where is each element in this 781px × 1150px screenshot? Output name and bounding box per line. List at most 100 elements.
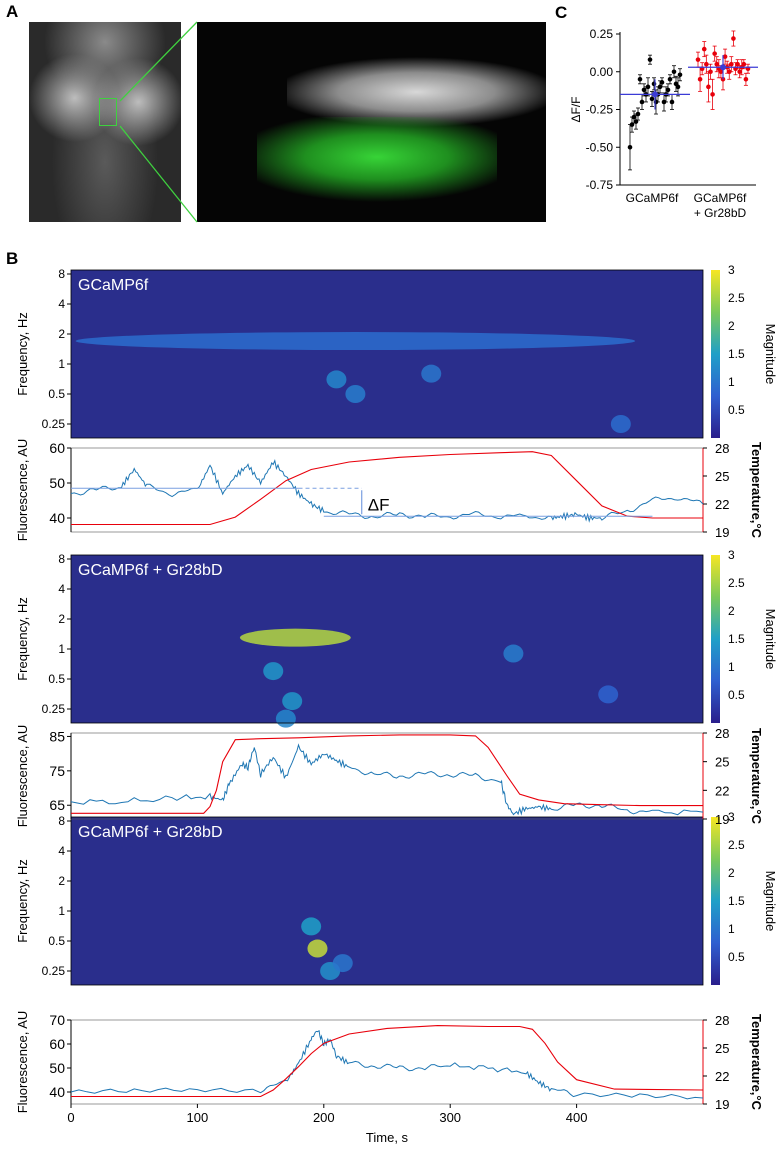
c-y-axis-title: ΔF/F bbox=[569, 96, 583, 122]
c-point bbox=[729, 61, 734, 67]
colorbar-tick-label: 3 bbox=[728, 263, 735, 277]
c-y-tick-label: -0.50 bbox=[586, 140, 614, 154]
neuron-signal bbox=[257, 117, 497, 217]
volume-render-image bbox=[197, 22, 546, 222]
c-point bbox=[639, 99, 645, 105]
temperature-trace bbox=[71, 451, 703, 526]
zoom-line-bottom bbox=[119, 125, 198, 223]
trace-frame bbox=[70, 1019, 704, 1105]
bone-surface bbox=[287, 57, 546, 127]
spec-y-axis-title: Frequency, Hz bbox=[15, 312, 30, 396]
trace-y-tick-label: 75 bbox=[49, 763, 65, 779]
c-point bbox=[706, 84, 711, 90]
c-point bbox=[718, 69, 724, 75]
trace-y-tick-label: 40 bbox=[49, 1084, 65, 1100]
trace-y-axis-title: Fluorescence, AU bbox=[15, 725, 30, 828]
trace-frame bbox=[70, 447, 704, 533]
x-tick-label: 200 bbox=[313, 1110, 335, 1125]
trace-y-axis-title: Fluorescence, AU bbox=[15, 1011, 30, 1114]
c-point bbox=[701, 46, 707, 52]
c-point bbox=[665, 87, 671, 93]
trace-frame bbox=[70, 732, 704, 820]
colorbar-title: Magnitude bbox=[763, 871, 778, 932]
spectrogram-blob bbox=[610, 415, 631, 433]
c-point bbox=[737, 69, 742, 75]
c-point bbox=[708, 69, 713, 75]
c-point bbox=[641, 87, 647, 93]
c-point bbox=[726, 69, 732, 75]
colorbar-tick-label: 0.5 bbox=[728, 403, 745, 417]
delta-f-label: ΔF bbox=[368, 495, 390, 514]
spec-y-tick-label: 2 bbox=[58, 327, 65, 341]
brain-overview-image bbox=[29, 22, 181, 222]
spec-y-tick-label: 4 bbox=[58, 582, 65, 596]
roi-box bbox=[99, 98, 117, 126]
trace-y-tick-label-right: 22 bbox=[715, 1069, 729, 1084]
c-point bbox=[743, 77, 749, 82]
temperature-trace bbox=[71, 734, 703, 814]
trace-y-tick-label: 60 bbox=[49, 440, 65, 456]
c-point bbox=[667, 77, 673, 82]
c-point bbox=[669, 99, 675, 105]
c-mean-point bbox=[720, 64, 726, 71]
spec-y-tick-label: 1 bbox=[58, 642, 65, 656]
colorbar-title: Magnitude bbox=[763, 324, 778, 385]
spectrogram-background bbox=[71, 555, 703, 723]
spectrogram-blob bbox=[301, 917, 322, 936]
spec-y-tick-label: 4 bbox=[58, 297, 65, 311]
c-point bbox=[677, 72, 683, 78]
trace-y-tick-label: 50 bbox=[49, 475, 65, 491]
spec-y-tick-label: 4 bbox=[58, 844, 65, 858]
spec-y-tick-label: 1 bbox=[58, 357, 65, 371]
trace-y-tick-label-right: 22 bbox=[715, 497, 729, 512]
spec-y-tick-label: 0.25 bbox=[42, 702, 66, 716]
zoom-line-top bbox=[119, 21, 198, 102]
x-tick-label: 300 bbox=[439, 1110, 461, 1125]
trace-y-tick-label-right: 19 bbox=[715, 812, 729, 827]
trace-y-tick-label-right: 28 bbox=[715, 726, 729, 741]
fluorescence-trace bbox=[70, 743, 704, 816]
spectrogram-label: GCaMP6f + Gr28bD bbox=[78, 562, 223, 579]
c-point bbox=[722, 54, 728, 59]
spec-y-axis-title: Frequency, Hz bbox=[15, 597, 30, 681]
c-point bbox=[645, 84, 651, 90]
colorbar-tick-label: 2.5 bbox=[728, 838, 745, 852]
c-point bbox=[675, 84, 681, 90]
c-point bbox=[731, 36, 736, 41]
spectrogram-blob bbox=[282, 692, 303, 711]
trace-y-tick-label: 40 bbox=[49, 510, 65, 526]
fluorescence-trace bbox=[70, 459, 704, 523]
c-point bbox=[627, 144, 633, 150]
spectrogram-label: GCaMP6f + Gr28bD bbox=[78, 824, 223, 841]
trace-y-tick-label: 85 bbox=[49, 728, 65, 744]
x-axis-title: Time, s bbox=[366, 1130, 409, 1145]
x-tick-label: 400 bbox=[566, 1110, 588, 1125]
spectrogram-frame bbox=[70, 269, 704, 439]
colorbar-tick-label: 3 bbox=[728, 548, 735, 562]
spec-y-tick-label: 0.25 bbox=[42, 964, 66, 978]
c-point bbox=[695, 57, 701, 62]
panel-c: 0.25 0.00 -0.25 -0.50 -0.75 ΔF/F GCaMP6f GCaMP6… bbox=[569, 27, 758, 220]
panel-label-a: A bbox=[6, 2, 19, 21]
c-point bbox=[649, 96, 655, 102]
x-tick-label: 0 bbox=[67, 1110, 74, 1125]
spectrogram-blob bbox=[275, 709, 296, 728]
colorbar-tick-label: 1 bbox=[728, 922, 735, 936]
panel-b: GCaMP6f 8 4 2 1 0.5 0.25 Frequency, Hz 3 2.5 2 1.5 1… bbox=[15, 263, 778, 1145]
c-point bbox=[704, 61, 709, 67]
colorbar-tick-label: 1.5 bbox=[728, 894, 745, 908]
trace-y-tick-label: 50 bbox=[49, 1060, 65, 1076]
colorbar-tick-label: 2 bbox=[728, 319, 735, 333]
c-point bbox=[741, 61, 747, 67]
colorbar-tick-label: 0.5 bbox=[728, 688, 745, 702]
trace-y-tick-label-right: 19 bbox=[715, 1097, 729, 1112]
spectrogram-background bbox=[71, 817, 703, 985]
c-point bbox=[637, 77, 643, 82]
spec-y-tick-label: 8 bbox=[58, 267, 65, 281]
c-point bbox=[651, 81, 657, 87]
spectrogram-frame bbox=[70, 816, 704, 986]
colorbar-tick-label: 2 bbox=[728, 866, 735, 880]
c-point bbox=[714, 61, 720, 67]
trace-y-axis-title-right: Temperature,°C bbox=[749, 442, 764, 539]
spectrogram-blob bbox=[75, 332, 636, 351]
